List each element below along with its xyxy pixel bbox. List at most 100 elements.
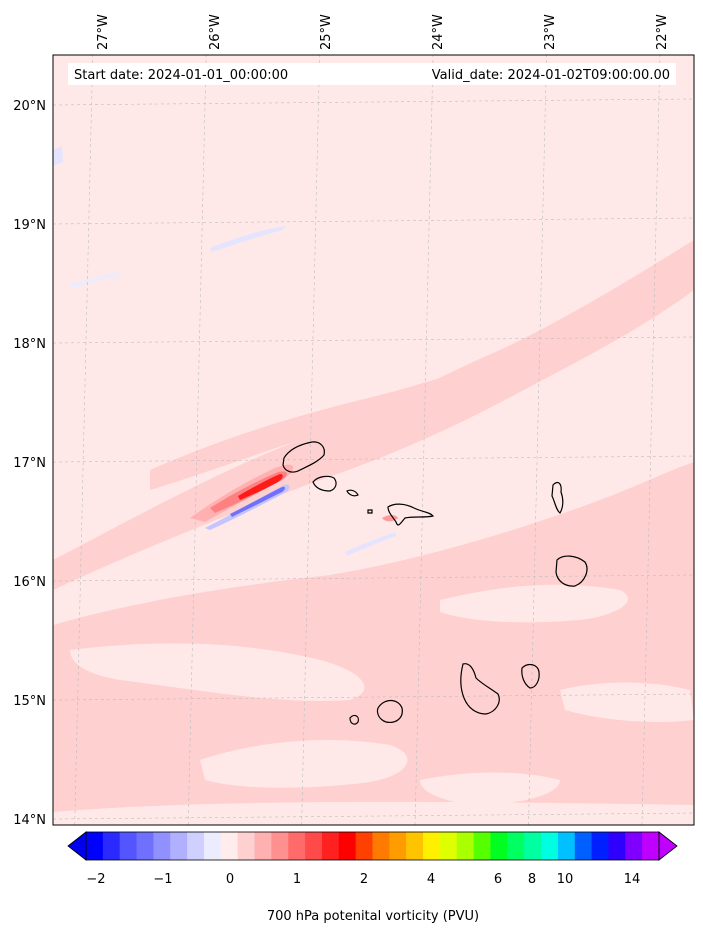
colorbar-segment <box>86 832 104 860</box>
lon-label-26w: 26°W <box>208 14 223 50</box>
cbar-tick-8: 10 <box>557 872 574 887</box>
island-santa-luzia <box>346 489 359 497</box>
colorbar-segment <box>187 832 205 860</box>
cbar-tick-2: 0 <box>226 872 234 887</box>
meridian-line <box>74 55 94 825</box>
coastlines <box>282 441 588 725</box>
colorbar-segments <box>86 832 660 860</box>
pv-light-pocket-5 <box>560 682 694 722</box>
colorbar-segment <box>439 832 458 860</box>
island-sao-nicolau <box>387 503 435 526</box>
pv-positive-core <box>238 474 283 500</box>
cbar-tick-0: −2 <box>86 872 105 887</box>
colorbar-segment <box>288 832 306 860</box>
lat-tick-labels: 20°N 19°N 18°N 17°N 16°N 15°N 14°N <box>13 99 46 828</box>
lat-label-18n: 18°N <box>13 337 46 352</box>
colorbar-segment <box>389 832 407 860</box>
cbar-tick-5: 4 <box>427 872 435 887</box>
parallel-line <box>53 336 694 344</box>
neg-streak-3 <box>53 146 63 166</box>
colorbar-segment <box>406 832 424 860</box>
cbar-tick-1: −1 <box>153 872 172 887</box>
colorbar-segment <box>591 832 609 860</box>
meridian-line <box>414 55 434 825</box>
colorbar-segment <box>102 832 121 860</box>
colorbar-segment <box>355 832 373 860</box>
colorbar-under-arrow <box>67 831 87 861</box>
lat-label-16n: 16°N <box>13 575 46 590</box>
lon-label-27w: 27°W <box>96 14 111 50</box>
map-panel[interactable] <box>53 55 694 825</box>
meridian-line <box>187 55 207 825</box>
pv-light-pocket-2 <box>200 740 408 788</box>
colorbar-segment <box>473 832 491 860</box>
pv-light-pocket-4 <box>420 772 560 805</box>
colorbar-segment <box>642 832 660 860</box>
island-santiago <box>460 663 500 715</box>
island-boa-vista <box>555 555 588 587</box>
parallel-line <box>53 98 694 106</box>
colorbar-segment <box>271 832 289 860</box>
colorbar-segment <box>625 832 643 860</box>
parallel-line <box>53 574 694 582</box>
island-brava <box>349 714 359 725</box>
island-maio <box>521 663 540 689</box>
colorbar-segment <box>490 832 508 860</box>
colorbar-over-arrow <box>658 831 678 861</box>
start-date-label: Start date: 2024-01-01_00:00:00 <box>74 68 288 83</box>
colorbar-segment <box>507 832 525 860</box>
header-box <box>68 63 676 85</box>
map-frame <box>52 54 695 826</box>
lat-label-15n: 15°N <box>13 694 46 709</box>
island-sal <box>551 482 564 514</box>
colorbar-segment <box>541 832 559 860</box>
meridian-line <box>641 55 661 825</box>
pv-small-neg <box>345 532 396 556</box>
colorbar-segment <box>237 832 255 860</box>
parallel-line <box>53 812 694 820</box>
colorbar-segment <box>574 832 592 860</box>
colorbar-segment <box>321 832 340 860</box>
lon-label-25w: 25°W <box>319 14 334 50</box>
pv-band-upper-2 <box>150 368 470 490</box>
pv-band-bottom <box>53 801 694 825</box>
pv-negative-core <box>230 486 285 517</box>
cbar-tick-7: 8 <box>528 872 536 887</box>
lat-label-17n: 17°N <box>13 456 46 471</box>
island-santo-antao <box>282 441 325 473</box>
colorbar-ticks: −2 −1 0 1 2 4 6 8 10 14 <box>86 872 640 887</box>
pv-light-pocket-3 <box>440 584 628 623</box>
gridlines <box>53 55 694 825</box>
meridian-line <box>301 55 320 825</box>
lon-label-22w: 22°W <box>655 14 670 50</box>
lat-label-19n: 19°N <box>13 218 46 233</box>
pv-band-lower <box>53 462 694 825</box>
lon-label-24w: 24°W <box>431 14 446 50</box>
colorbar-segment <box>557 832 576 860</box>
island-razo <box>367 509 373 514</box>
parallel-line <box>53 217 694 225</box>
meridian-line <box>528 55 547 825</box>
island-sao-vicente <box>312 475 337 492</box>
cbar-tick-4: 2 <box>360 872 368 887</box>
parallel-line <box>53 455 694 463</box>
pv-light-pocket-1 <box>70 643 365 701</box>
island-fogo <box>376 699 403 723</box>
colorbar-frame <box>85 831 660 861</box>
colorbar-segment <box>136 832 154 860</box>
colorbar-segment <box>119 832 137 860</box>
colorbar-segment <box>456 832 475 860</box>
colorbar-segment <box>305 832 323 860</box>
lat-label-14n: 14°N <box>13 813 46 828</box>
cbar-tick-6: 6 <box>494 872 502 887</box>
colorbar-segment <box>220 832 239 860</box>
colorbar-segment <box>423 832 441 860</box>
colorbar-segment <box>372 832 390 860</box>
colorbar: −2 −1 0 1 2 4 6 8 10 14 700 hPa potenita… <box>67 831 678 924</box>
colorbar-segment <box>254 832 272 860</box>
cbar-tick-9: 14 <box>624 872 641 887</box>
colorbar-segment <box>608 832 626 860</box>
colorbar-segment <box>170 832 188 860</box>
neg-streak-1 <box>210 226 285 252</box>
